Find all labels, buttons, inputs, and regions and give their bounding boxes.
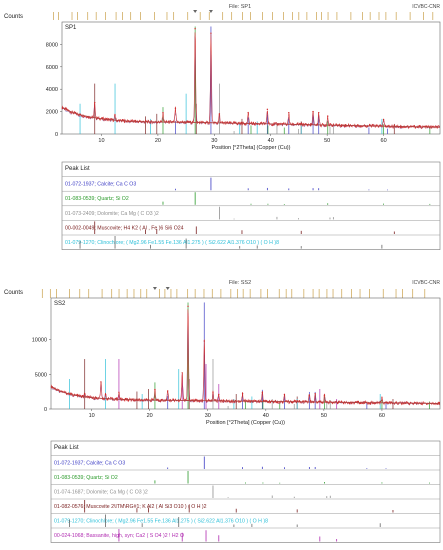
x-tick-label: 60 <box>379 413 385 419</box>
peak-point <box>181 372 183 374</box>
peak-point <box>312 110 314 113</box>
peak-point <box>327 115 329 117</box>
peak-marker <box>208 10 213 13</box>
peak-point <box>261 391 264 394</box>
peak-marker <box>193 10 198 13</box>
peak-list-entry: 01-083-0539; Quartz; Si O2 <box>65 196 129 202</box>
y-tick-label: 4000 <box>46 87 58 93</box>
peak-point <box>154 388 156 391</box>
peak-point <box>210 32 212 34</box>
y-axis-label: Counts <box>4 14 23 20</box>
peak-list-panel <box>50 440 441 543</box>
x-axis-label: Position [°2Theta] (Copper (Cu)) <box>212 145 291 151</box>
y-tick-label: 0 <box>44 407 47 413</box>
x-tick-label: 30 <box>205 413 211 419</box>
file-label: File: SS2 <box>229 280 251 286</box>
corner-label: ICVBC-CNR <box>412 280 440 286</box>
peak-point <box>381 397 383 399</box>
peak-list-entry: 01-073-2409; Dolomite; Ca Mg ( C O3 )2 <box>65 211 159 217</box>
peak-point <box>308 394 311 396</box>
peak-point <box>323 394 326 396</box>
peak-list-entry: 01-079-1270; Clinochlore; ( Mg2.96 Fe1.5… <box>65 240 279 246</box>
peak-point <box>382 118 385 121</box>
peak-point <box>194 28 196 30</box>
y-axis-label: Counts <box>4 290 23 296</box>
y-tick-label: 0 <box>55 132 58 138</box>
peak-point <box>218 113 221 115</box>
y-tick-label: 5000 <box>35 372 47 378</box>
peak-point <box>118 391 120 394</box>
peak-point <box>288 112 290 114</box>
peak-point <box>218 393 220 396</box>
x-tick-label: 60 <box>381 138 387 144</box>
peak-list-entry: 01-079-1270; Clinochlore; ( Mg2.96 Fe1.5… <box>54 519 268 525</box>
peak-list-entry: 01-083-0539; Quartz; Si O2 <box>54 475 118 481</box>
peak-point <box>162 112 164 114</box>
reference-tick-strip <box>41 287 426 298</box>
peak-list-entry: 01-074-1687; Dolomite; Ca Mg ( C O3 )2 <box>54 490 148 496</box>
peak-list-header: Peak List <box>65 166 90 172</box>
plot-frame <box>50 297 441 410</box>
peak-point <box>203 340 205 342</box>
peak-point <box>94 101 96 104</box>
peak-list-entry: 00-002-0049; Muscovite; H4 K2 ( Al , Fe … <box>65 225 184 231</box>
chart-panel-1: File: SP1 ICVBC-CNRCountsSP10200040006000… <box>4 4 440 250</box>
chart-panel-2: File: SS2 ICVBC-CNR Counts SS2 0 5000 10000 10 2… <box>4 280 440 543</box>
x-tick-label: 40 <box>268 138 274 144</box>
y-tick-label: 2000 <box>46 110 58 116</box>
background-line <box>61 106 441 128</box>
file-label: File: SP1 <box>229 4 251 10</box>
sample-label: SS2 <box>54 301 66 307</box>
peak-list-entry: 01-072-1937; Calcite; Ca C O3 <box>54 461 125 467</box>
peak-point <box>318 112 320 114</box>
peak-list-entry: 01-082-0576; Muscovite 2\ITM\RG#1; K Al2… <box>54 504 207 510</box>
x-tick-label: 30 <box>211 138 217 144</box>
peak-marker <box>165 287 170 290</box>
x-tick-label: 50 <box>324 138 330 144</box>
reference-tick-strip <box>53 10 434 20</box>
peak-point <box>114 114 116 116</box>
y-tick-label: 8000 <box>46 42 58 48</box>
plot-frame <box>61 21 441 135</box>
sample-label: SP1 <box>65 25 77 31</box>
peak-point <box>167 390 169 392</box>
peak-point <box>100 381 102 383</box>
peak-list-entry: 01-072-1937; Calcite; Ca C O3 <box>65 182 136 188</box>
peak-point <box>187 305 189 308</box>
x-tick-label: 10 <box>98 138 104 144</box>
peak-point <box>314 393 316 395</box>
peak-point <box>283 393 286 396</box>
peak-point <box>266 108 269 111</box>
peak-point <box>212 391 214 394</box>
background-line <box>50 385 441 404</box>
x-tick-label: 10 <box>89 413 95 419</box>
peak-point <box>241 393 244 395</box>
peak-point <box>83 393 86 395</box>
y-tick-label: 6000 <box>46 65 58 71</box>
x-axis-label: Position [°2Theta] (Copper (Cu)) <box>206 420 285 426</box>
peak-point <box>174 107 177 109</box>
peak-marker <box>152 287 157 290</box>
y-tick-label: 10000 <box>32 338 47 344</box>
x-tick-label: 20 <box>147 413 153 419</box>
x-tick-label: 20 <box>155 138 161 144</box>
peak-list-header: Peak List <box>54 445 79 451</box>
corner-label: ICVBC-CNR <box>412 4 440 10</box>
peak-point <box>247 112 249 114</box>
peak-point <box>104 393 107 396</box>
x-tick-label: 40 <box>263 413 269 419</box>
x-tick-label: 50 <box>321 413 327 419</box>
